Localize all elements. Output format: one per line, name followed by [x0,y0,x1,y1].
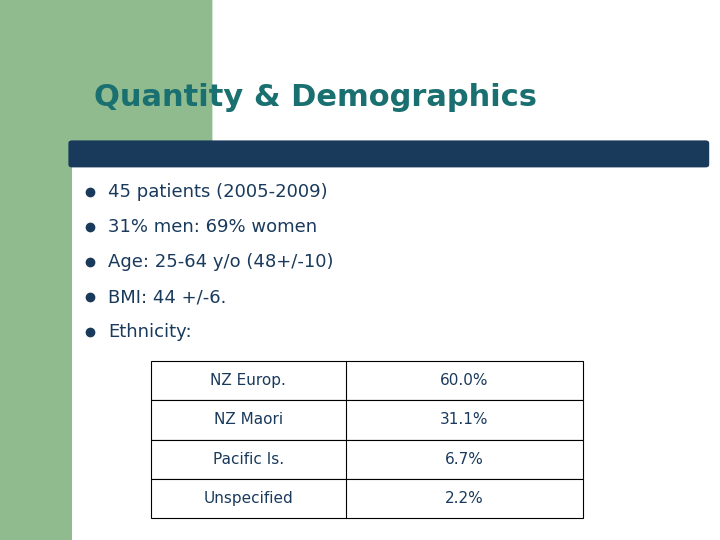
FancyBboxPatch shape [0,0,212,159]
Bar [151,361,583,400]
Bar [151,440,583,479]
Bar [151,479,583,518]
Text: 45 patients (2005-2009): 45 patients (2005-2009) [108,183,328,201]
Text: 2.2%: 2.2% [445,491,484,506]
Text: Ethnicity:: Ethnicity: [108,323,192,341]
FancyBboxPatch shape [68,140,709,167]
Text: 31% men: 69% women: 31% men: 69% women [108,218,317,236]
Bar [151,400,583,440]
Text: 60.0%: 60.0% [440,373,489,388]
Text: BMI: 44 +/-6.: BMI: 44 +/-6. [108,288,226,306]
Text: Pacific Is.: Pacific Is. [213,452,284,467]
Text: 31.1%: 31.1% [440,413,489,427]
Text: Quantity & Demographics: Quantity & Demographics [94,83,536,112]
Text: Unspecified: Unspecified [204,491,293,506]
Text: NZ Europ.: NZ Europ. [210,373,287,388]
Text: 6.7%: 6.7% [445,452,484,467]
Text: NZ Maori: NZ Maori [214,413,283,427]
Bar [0,0,72,540]
Text: Age: 25-64 y/o (48+/-10): Age: 25-64 y/o (48+/-10) [108,253,333,271]
